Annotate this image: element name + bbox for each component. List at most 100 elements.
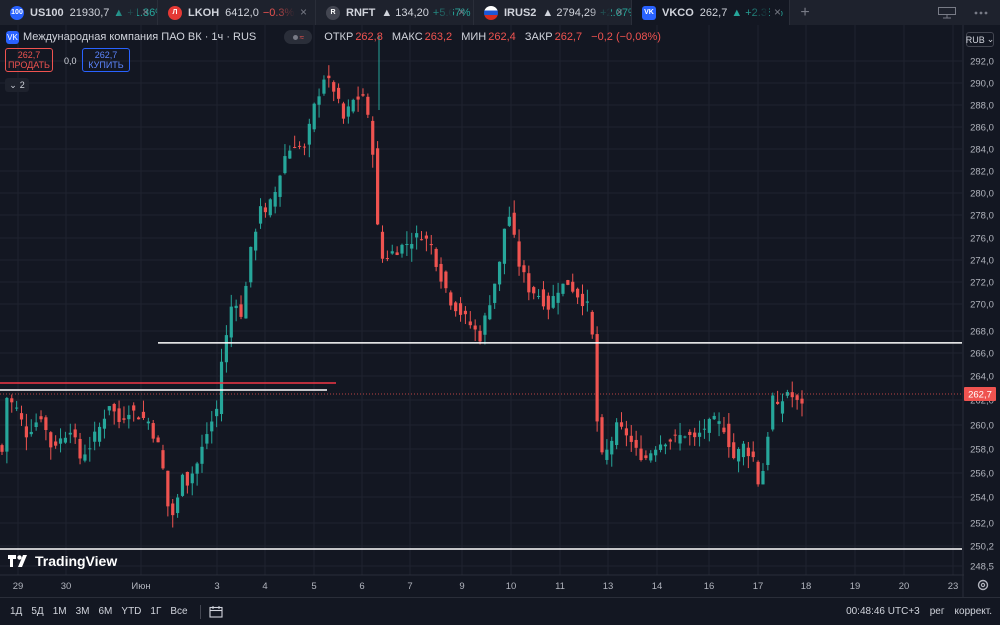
candle	[58, 428, 63, 453]
candle	[580, 284, 585, 316]
candle	[19, 405, 24, 426]
timeframe-1d[interactable]: 1Д	[10, 606, 23, 617]
price-chart[interactable]: 292,0290,0288,0286,0284,0282,0280,0278,0…	[0, 0, 1000, 597]
candle-body	[258, 206, 263, 224]
clock-timezone[interactable]: 00:48:46 UTC+3	[846, 606, 920, 617]
candle	[361, 88, 365, 97]
candle-body	[551, 296, 555, 308]
sell-button[interactable]: 262,7 ПРОДАТЬ	[5, 48, 53, 72]
vk-icon: VK	[642, 5, 656, 20]
candle	[244, 281, 248, 319]
change-value: −0,2 (−0,08%)	[591, 31, 661, 43]
candle	[127, 405, 131, 429]
calendar-range-icon[interactable]	[209, 605, 223, 618]
candle	[551, 284, 555, 310]
timeframe-all[interactable]: Все	[170, 606, 188, 617]
time-tick-label: 13	[603, 581, 614, 592]
symbol-name[interactable]: Международная компания ПАО ВК · 1ч · RUS	[23, 31, 257, 43]
tab-bar-right	[938, 0, 1000, 25]
candle-body	[497, 261, 502, 285]
tab-us100[interactable]: 100 US100 21930,7 ▲ +1.36% ×	[0, 0, 158, 25]
candle	[136, 416, 141, 420]
candle-body	[756, 461, 760, 485]
candle	[83, 444, 87, 463]
russia-flag-icon	[484, 5, 498, 20]
timeframe-5d[interactable]: 5Д	[31, 606, 44, 617]
timeframe-6m[interactable]: 6М	[98, 606, 113, 617]
candle	[741, 440, 746, 466]
candle-body	[278, 175, 282, 197]
candle-body	[634, 439, 638, 448]
candle-body	[615, 422, 619, 446]
candle-body	[619, 422, 624, 427]
tab-rnft[interactable]: R RNFT ▲ 134,20 +5.67% ×	[316, 0, 474, 25]
candle-body	[215, 408, 219, 417]
buy-button[interactable]: 262,7 КУПИТЬ	[82, 48, 130, 72]
currency-select[interactable]: RUB ⌄	[966, 32, 994, 47]
candle	[790, 381, 794, 408]
price-tick-label: 280,0	[970, 189, 994, 200]
candle-body	[697, 432, 702, 437]
tab-symbol: IRUS2	[504, 6, 537, 19]
candle-body	[410, 244, 414, 249]
tab-close-icon[interactable]: ×	[141, 5, 149, 19]
timeframe-ytd[interactable]: YTD	[121, 606, 142, 617]
close-value: 262,7	[554, 31, 583, 43]
candle	[34, 413, 38, 431]
gear-icon[interactable]	[976, 578, 990, 592]
compare-pill[interactable]: ≈	[284, 30, 313, 44]
tab-close-icon[interactable]: ×	[769, 5, 781, 19]
candle-body	[224, 335, 228, 363]
layout-icon[interactable]	[938, 6, 956, 19]
candle-body	[239, 304, 243, 317]
tab-symbol: VKCO	[662, 6, 694, 19]
price-tick-label: 288,0	[970, 101, 994, 112]
tab-close-icon[interactable]: ×	[615, 5, 623, 19]
candle-body	[536, 295, 541, 297]
candle	[400, 243, 404, 258]
candle-body	[668, 439, 672, 442]
indicators-collapse-button[interactable]: ⌄ 2	[5, 78, 29, 92]
candle	[556, 282, 560, 315]
timeframe-1m[interactable]: 1М	[52, 606, 67, 617]
candle-body	[83, 454, 87, 461]
candle	[615, 418, 619, 450]
adjustment-toggle[interactable]: коррект.	[954, 606, 992, 617]
candle	[117, 400, 121, 429]
candle	[97, 422, 102, 447]
candle	[478, 325, 482, 345]
candle-body	[156, 437, 160, 443]
candle	[629, 425, 633, 452]
tab-lkoh[interactable]: Л LKOH 6412,0 −0.3% ×	[158, 0, 316, 25]
more-icon[interactable]	[974, 11, 988, 15]
candle-body	[780, 401, 785, 414]
candle-body	[429, 244, 433, 246]
tab-vkco[interactable]: VK VKCO 262,7 ▲ +2.38% ×	[632, 0, 790, 25]
timeframe-3m[interactable]: 3М	[75, 606, 90, 617]
tab-irus2[interactable]: IRUS2 ▲ 2794,29 +2.07% ×	[474, 0, 632, 25]
price-tick-label: 292,0	[970, 57, 994, 68]
candle-body	[19, 413, 24, 420]
candle	[0, 443, 4, 456]
candle-body	[751, 451, 755, 458]
candle-body	[454, 302, 458, 312]
session-toggle[interactable]: рег	[929, 606, 945, 617]
tab-close-icon[interactable]: ×	[299, 5, 307, 19]
timeframe-1y[interactable]: 1Г	[150, 606, 162, 617]
tab-close-icon[interactable]: ×	[457, 5, 465, 19]
candle-body	[351, 99, 355, 112]
tradingview-watermark[interactable]: TradingView	[8, 553, 117, 569]
add-tab-button[interactable]: +	[800, 3, 810, 21]
candle	[424, 231, 428, 252]
time-tick-label: 23	[948, 581, 959, 592]
candle-body	[176, 497, 180, 514]
candle-body	[654, 449, 658, 456]
candle-body	[136, 417, 141, 420]
candle	[44, 415, 48, 441]
candle	[776, 390, 780, 405]
spread-value: 0,0	[64, 56, 77, 66]
price-tick-label: 270,0	[970, 300, 994, 311]
candle	[68, 423, 72, 444]
candle-body	[200, 446, 204, 464]
candle-body	[741, 443, 746, 458]
